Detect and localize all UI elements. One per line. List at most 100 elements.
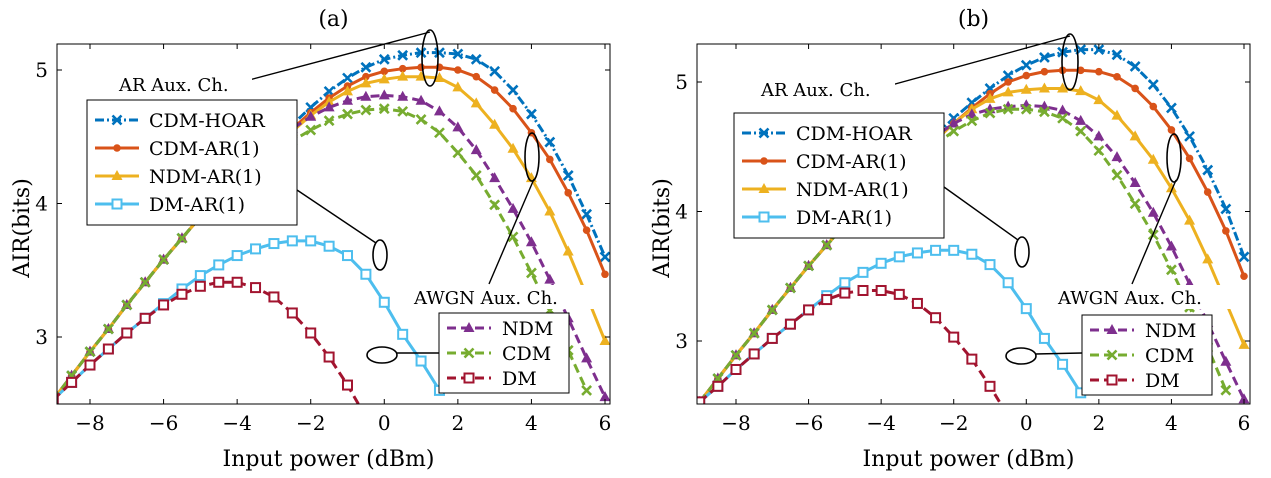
chart-panel-b: (b) −8 −6 −4 −2 0 2 4 6 3 4 5 Input power (dBm) AIR(b… bbox=[650, 7, 1251, 472]
data-point bbox=[250, 243, 262, 255]
y-tick-label: 3 bbox=[35, 325, 48, 349]
legend-marker bbox=[463, 347, 475, 359]
series-dm bbox=[57, 276, 361, 404]
data-point bbox=[360, 77, 372, 88]
x-tick-label: −4 bbox=[866, 411, 895, 435]
axes-frame bbox=[696, 43, 1251, 405]
data-point bbox=[1039, 106, 1050, 118]
data-point bbox=[452, 147, 464, 159]
data-point bbox=[544, 136, 556, 148]
data-point bbox=[57, 399, 58, 401]
legend-marker bbox=[463, 372, 475, 384]
data-point bbox=[966, 115, 978, 127]
legend-item: CDM bbox=[1090, 345, 1194, 367]
data-point bbox=[581, 384, 593, 396]
data-point bbox=[1111, 151, 1123, 162]
data-point bbox=[323, 351, 335, 363]
chart-title: (a) bbox=[318, 7, 348, 32]
legend-item: CDM-HOAR bbox=[742, 123, 913, 145]
data-point bbox=[378, 53, 390, 65]
data-point bbox=[231, 250, 243, 262]
y-tick-label: 4 bbox=[35, 192, 48, 216]
data-point bbox=[599, 251, 610, 263]
data-point bbox=[839, 287, 851, 299]
data-point bbox=[305, 110, 317, 121]
legend-box bbox=[438, 312, 570, 394]
legend-ar-title: AR Aux. Ch. bbox=[760, 80, 871, 101]
data-point bbox=[158, 299, 170, 311]
data-point bbox=[581, 352, 593, 363]
legend-label: CDM-AR(1) bbox=[149, 138, 260, 160]
data-point bbox=[489, 199, 501, 211]
data-point bbox=[415, 47, 427, 59]
legend-box bbox=[1081, 314, 1213, 396]
data-point bbox=[839, 277, 851, 289]
legend-item: CDM-HOAR bbox=[95, 110, 266, 132]
data-point bbox=[1002, 103, 1014, 115]
legend-label: NDM-AR(1) bbox=[149, 166, 262, 188]
data-point bbox=[948, 244, 960, 256]
data-point bbox=[599, 391, 610, 402]
x-tick-label: −8 bbox=[721, 411, 750, 435]
x-axis-label: Input power (dBm) bbox=[863, 447, 1075, 472]
data-point bbox=[250, 282, 262, 294]
legend-label: CDM bbox=[502, 343, 551, 365]
x-tick-label: −4 bbox=[222, 411, 251, 435]
data-point bbox=[1040, 67, 1049, 76]
data-point bbox=[581, 208, 593, 220]
data-point bbox=[1113, 73, 1121, 81]
data-point bbox=[360, 90, 372, 101]
legend-marker bbox=[758, 183, 770, 193]
pointer-line bbox=[488, 178, 535, 285]
data-point bbox=[1093, 44, 1105, 56]
data-point bbox=[66, 376, 78, 388]
data-point bbox=[507, 84, 519, 96]
data-point bbox=[433, 105, 445, 116]
annotation-ellipse bbox=[1005, 347, 1037, 365]
data-point bbox=[1111, 169, 1123, 181]
data-point bbox=[84, 359, 96, 371]
data-point bbox=[1022, 71, 1031, 80]
data-point bbox=[360, 61, 372, 73]
data-point bbox=[342, 94, 353, 105]
data-point bbox=[930, 244, 942, 256]
legend-item: NDM bbox=[1090, 320, 1196, 342]
data-point bbox=[1020, 83, 1032, 94]
data-point bbox=[286, 235, 298, 247]
data-point bbox=[397, 90, 409, 101]
data-point bbox=[452, 81, 464, 92]
data-point bbox=[57, 394, 59, 404]
data-point bbox=[893, 288, 905, 300]
data-point bbox=[360, 104, 372, 116]
data-point bbox=[231, 276, 243, 288]
data-point bbox=[57, 394, 59, 404]
data-point bbox=[121, 327, 133, 339]
data-point bbox=[1020, 103, 1032, 115]
legend-marker bbox=[1106, 349, 1118, 361]
data-point bbox=[1167, 126, 1176, 134]
data-point bbox=[1147, 206, 1159, 217]
data-point bbox=[434, 127, 445, 139]
data-point bbox=[1057, 82, 1069, 93]
legend-awgn-title: AWGN Aux. Ch. bbox=[1057, 288, 1202, 309]
data-point bbox=[176, 288, 188, 300]
legend-item: DM bbox=[1090, 370, 1180, 392]
data-point bbox=[712, 380, 724, 392]
data-point bbox=[966, 248, 978, 260]
legend-marker bbox=[1106, 374, 1118, 386]
data-point bbox=[397, 328, 409, 340]
data-point bbox=[305, 124, 317, 136]
data-point bbox=[911, 297, 923, 309]
x-tick-label: 0 bbox=[1020, 411, 1033, 435]
data-point bbox=[342, 85, 353, 96]
data-point bbox=[730, 349, 742, 361]
data-point bbox=[1057, 112, 1068, 124]
data-point bbox=[397, 105, 409, 117]
data-point bbox=[966, 103, 978, 114]
data-point bbox=[526, 108, 537, 120]
data-point bbox=[1093, 94, 1105, 105]
legend-ar: AR Aux. Ch. CDM-HOAR CDM-AR(1) NDM-AR(1) DM-… bbox=[733, 78, 945, 239]
data-point bbox=[1076, 66, 1085, 75]
data-point bbox=[562, 245, 574, 256]
